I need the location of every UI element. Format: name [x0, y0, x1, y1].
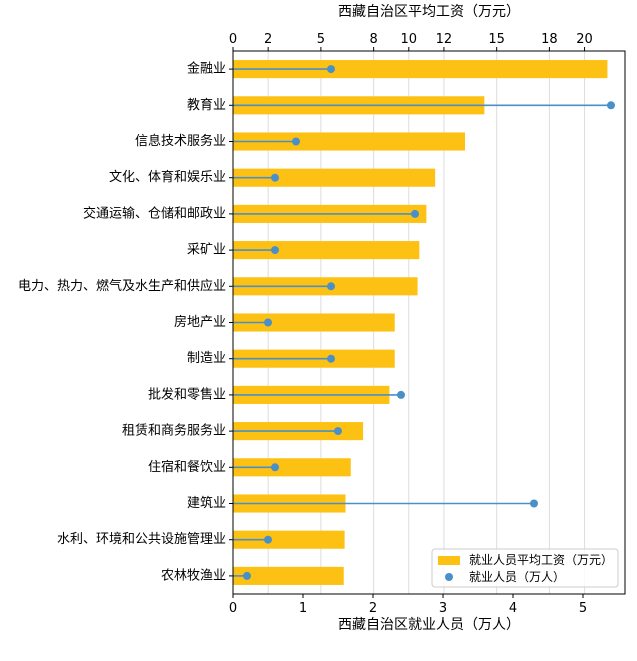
bottom-axis-title: 西藏自治区就业人员（万人） — [338, 617, 520, 633]
bar-series — [233, 60, 608, 585]
category-label-8: 制造业 — [187, 351, 226, 366]
lollipop-dot-7 — [264, 318, 272, 327]
top-tick-label-8: 20 — [576, 32, 593, 47]
lollipop-series — [233, 65, 615, 580]
bar-11 — [233, 458, 351, 477]
bottom-tick-label-1: 1 — [299, 601, 307, 616]
lollipop-dot-9 — [397, 390, 405, 399]
top-tick-label-4: 10 — [401, 32, 418, 47]
legend-bar-label: 就业人员平均工资（万元） — [469, 553, 613, 567]
legend-dot-swatch — [445, 573, 453, 581]
top-axis-title: 西藏自治区平均工资（万元） — [338, 4, 520, 20]
lollipop-dot-0 — [327, 65, 335, 74]
lollipop-dot-4 — [411, 209, 419, 218]
legend-bar-swatch — [438, 556, 460, 565]
category-label-0: 金融业 — [187, 61, 226, 77]
category-label-2: 信息技术服务业 — [135, 133, 226, 149]
category-label-7: 房地产业 — [174, 314, 226, 330]
category-label-4: 交通运输、仓储和邮政业 — [83, 205, 226, 221]
bottom-tick-label-3: 3 — [439, 601, 447, 616]
top-tick-label-5: 12 — [436, 32, 453, 47]
bottom-tick-label-5: 5 — [579, 601, 587, 616]
bar-13 — [233, 530, 345, 549]
top-tick-label-7: 18 — [541, 32, 558, 47]
top-tick-label-1: 2 — [264, 32, 272, 47]
category-label-11: 住宿和餐饮业 — [148, 459, 226, 475]
category-label-9: 批发和零售业 — [148, 386, 226, 402]
bottom-tick-label-2: 2 — [369, 601, 377, 616]
category-label-1: 教育业 — [187, 97, 226, 113]
lollipop-dot-12 — [530, 499, 538, 508]
top-axis: 0 2 5 8 10 12 15 18 20 — [229, 32, 593, 51]
category-label-5: 采矿业 — [187, 243, 226, 258]
bar-5 — [233, 241, 420, 260]
legend-dot-label: 就业人员（万人） — [469, 570, 565, 584]
category-label-13: 水利、环境和公共设施管理业 — [57, 532, 226, 547]
bar-2 — [233, 132, 466, 151]
top-tick-label-3: 8 — [369, 32, 377, 47]
legend: 就业人员平均工资（万元） 就业人员（万人） — [431, 548, 619, 588]
bar-7 — [233, 313, 395, 332]
bottom-axis: 0 1 2 3 4 5 — [229, 594, 587, 616]
category-label-10: 租赁和商务服务业 — [122, 423, 226, 439]
category-label-14: 农林牧渔业 — [161, 568, 226, 583]
lollipop-dot-3 — [271, 173, 279, 182]
category-label-6: 电力、热力、燃气及水生产和供应业 — [18, 278, 226, 294]
lollipop-dot-13 — [264, 535, 272, 544]
bar-14 — [233, 566, 344, 585]
category-label-3: 文化、体育和娱乐业 — [109, 169, 226, 185]
category-axis: 金融业教育业信息技术服务业文化、体育和娱乐业交通运输、仓储和邮政业采矿业电力、热… — [18, 61, 233, 583]
bar-3 — [233, 168, 436, 187]
lollipop-dot-11 — [271, 463, 279, 472]
lollipop-dot-10 — [334, 427, 342, 436]
bottom-tick-label-4: 4 — [509, 601, 517, 616]
lollipop-dot-2 — [292, 137, 300, 146]
lollipop-dot-14 — [243, 571, 251, 580]
lollipop-dot-8 — [327, 354, 335, 363]
legend-box — [431, 548, 619, 588]
lollipop-dot-5 — [271, 246, 279, 255]
top-tick-label-6: 15 — [488, 32, 505, 47]
bar-0 — [233, 60, 608, 79]
top-tick-label-0: 0 — [229, 32, 237, 47]
category-label-12: 建筑业 — [187, 495, 226, 511]
top-tick-label-2: 5 — [317, 32, 325, 47]
lollipop-dot-6 — [327, 282, 335, 291]
lollipop-dot-1 — [607, 101, 615, 110]
bottom-tick-label-0: 0 — [229, 601, 237, 616]
